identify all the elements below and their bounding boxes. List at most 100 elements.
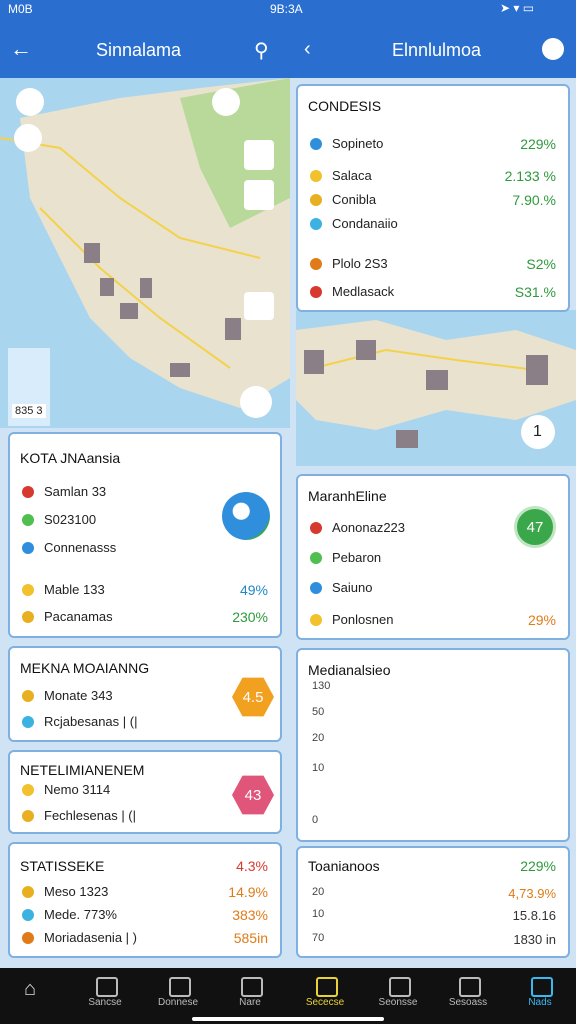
y-tick-label: 10 <box>312 762 325 774</box>
row-label: Samlan 33 <box>44 484 107 499</box>
nav-icon <box>241 977 263 997</box>
card-title: NETELIMIANENEM <box>20 762 145 778</box>
row-icon <box>22 716 34 728</box>
row-value: 49% <box>239 582 268 598</box>
row-icon <box>22 690 34 702</box>
row-label: Monate 343 <box>44 688 113 703</box>
row-label: Rcjabesanas | (| <box>44 714 138 729</box>
row-label: Mable 133 <box>44 582 105 597</box>
chart-value: 1830 in <box>513 932 556 947</box>
left-title: Sinnalama <box>96 40 182 60</box>
row-label: Ponlosnen <box>332 612 394 627</box>
row-icon <box>310 582 322 594</box>
row-value: 585in <box>233 930 268 946</box>
row-label: Medlasack <box>332 284 395 299</box>
right-title: Elnnlulmoa <box>392 40 482 60</box>
card: MEKNA MOAIANNG Monate 343 Rcjabesanas | (|… <box>8 646 282 742</box>
row-value: 230% <box>232 609 268 625</box>
row-icon <box>310 522 322 534</box>
row-icon <box>310 218 322 230</box>
row-icon <box>310 170 322 182</box>
y-tick-label: 20 <box>312 886 325 898</box>
card-title: STATISSEKE <box>20 858 105 874</box>
back-button[interactable]: ← <box>10 36 32 61</box>
row-value: 7.90.% <box>512 192 556 208</box>
row-icon <box>22 784 34 796</box>
globe-badge <box>222 492 270 540</box>
nav-tab[interactable]: Nads <box>528 997 552 1008</box>
card: Toanianoos 229% 20 4,73.9% 10 15.8.16 70 1830 i… <box>296 846 570 958</box>
card: NETELIMIANENEM Nemo 3114 Fechlesenas | (| 4… <box>8 750 282 834</box>
row-icon <box>22 810 34 822</box>
row-label: Connenasss <box>44 540 117 555</box>
row-value: 2.133 % <box>504 168 556 184</box>
row-label: Nemo 3114 <box>44 782 111 797</box>
row-label: Moriadasenia | ) <box>44 930 137 945</box>
home-tab[interactable]: ⌂ <box>24 978 37 1000</box>
row-value: 14.9% <box>228 884 268 900</box>
status-time: 9B:3A <box>270 2 303 16</box>
chart-value: 4,73.9% <box>508 886 556 901</box>
row-label: Plolo 2S3 <box>332 256 388 271</box>
row-value: S31.% <box>514 284 556 300</box>
row-icon <box>310 286 322 298</box>
y-tick-label: 10 <box>312 908 325 920</box>
nav-tab[interactable]: Donnese <box>157 997 199 1008</box>
nav-icon <box>96 977 118 997</box>
nav-tab[interactable]: Sesoass <box>448 997 488 1008</box>
row-value: 229% <box>520 136 556 152</box>
row-label: Pacanamas <box>44 609 113 624</box>
row-value: 29% <box>527 612 556 628</box>
nav-tab[interactable]: Sececse <box>305 997 345 1008</box>
card-title-value: 4.3% <box>236 858 268 874</box>
row-label: Mede. 773% <box>44 907 117 922</box>
user-button[interactable] <box>542 38 564 60</box>
card: CONDESIS Sopineto 229% Salaca 2.133 % Conibla… <box>296 84 570 312</box>
card-title: MEKNA MOAIANNG <box>20 660 150 676</box>
row-value: S2% <box>526 256 556 272</box>
row-icon <box>22 584 34 596</box>
nav-icon <box>169 977 191 997</box>
y-tick-label: 20 <box>312 732 325 744</box>
row-label: Conibla <box>332 192 377 207</box>
nav-icon <box>389 977 411 997</box>
home-indicator <box>192 1017 384 1021</box>
card-title: MaranhEline <box>308 488 387 504</box>
right-map <box>296 310 576 466</box>
row-icon <box>22 514 34 526</box>
y-tick-label: 130 <box>312 680 331 692</box>
y-tick-label: 50 <box>312 706 325 718</box>
row-icon <box>22 611 34 623</box>
badge: 43 <box>232 775 274 815</box>
card: STATISSEKE 4.3% Meso 1323 14.9% Mede. 773% 38… <box>8 842 282 958</box>
row-icon <box>310 258 322 270</box>
bottom-nav <box>0 968 576 1024</box>
row-label: Salaca <box>332 168 372 183</box>
row-icon <box>22 486 34 498</box>
badge: 47 <box>514 506 556 548</box>
card-title: CONDESIS <box>308 98 382 114</box>
nav-tab[interactable]: Nare <box>239 997 261 1008</box>
row-icon <box>310 194 322 206</box>
left-map <box>0 78 290 428</box>
row-icon <box>310 552 322 564</box>
profile-button[interactable]: ⚲ <box>254 40 269 62</box>
back-button[interactable]: ‹ <box>304 38 311 60</box>
card: KOTA JNAansia Samlan 33 S023100 Connenasss M… <box>8 432 282 638</box>
chart-value: 15.8.16 <box>512 908 556 923</box>
card-title-value: 229% <box>520 858 556 874</box>
nav-tab[interactable]: Seonsse <box>378 997 418 1008</box>
row-icon <box>22 932 34 944</box>
nav-icon <box>459 977 481 997</box>
card-title: KOTA JNAansia <box>20 450 121 466</box>
map-badge: 1 <box>533 423 542 440</box>
row-label: Fechlesenas | (| <box>44 808 137 823</box>
card-title: Medianalsieo <box>308 662 391 678</box>
row-icon <box>22 909 34 921</box>
row-icon <box>22 542 34 554</box>
map-scale: 835 3 <box>12 404 46 418</box>
row-label: Aononaz223 <box>332 520 406 535</box>
row-value: 383% <box>232 907 268 923</box>
nav-tab[interactable]: Sancse <box>88 997 122 1008</box>
